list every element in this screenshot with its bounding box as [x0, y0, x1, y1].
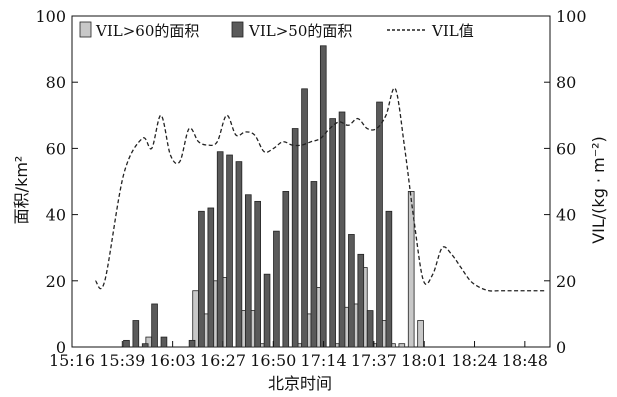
bar-vil-gt-50	[188, 339, 196, 348]
bar-vil-gt-60	[407, 191, 415, 348]
x-tick-label: 16:03	[150, 351, 196, 370]
bar-vil-gt-50	[132, 320, 140, 348]
legend-label-vil-line: VIL值	[431, 22, 474, 40]
y-axis-left: 0 20 40 60 80 100	[35, 7, 78, 357]
x-tick-label: 18:24	[451, 351, 497, 370]
bar-vil-gt-50	[263, 273, 271, 348]
bar-vil-gt-60	[398, 343, 406, 348]
bar-vil-gt-50	[198, 210, 205, 348]
bar-vil-gt-50	[160, 336, 168, 348]
bar-vil-gt-50	[282, 191, 290, 348]
bars-vil-gt-50	[123, 45, 393, 348]
bar-vil-gt-50	[357, 253, 365, 348]
bar-vil-gt-50	[123, 339, 130, 348]
bar-vil-gt-50	[244, 194, 252, 348]
x-tick-label: 18:01	[401, 351, 447, 370]
x-tick-label: 18:48	[502, 351, 548, 370]
bar-vil-gt-50	[301, 88, 308, 348]
bar-vil-gt-50	[376, 101, 383, 348]
x-tick-label: 16:27	[200, 351, 246, 370]
x-tick-label: 17:37	[351, 351, 397, 370]
bar-vil-gt-50	[329, 118, 336, 348]
bar-vil-gt-60	[192, 290, 199, 348]
y-axis-title-right: VIL/(kg · m⁻²)	[589, 136, 608, 244]
bar-vil-gt-50	[235, 161, 243, 348]
bar-vil-gt-50	[385, 210, 393, 348]
bar-vil-gt-60	[417, 320, 424, 348]
bar-vil-gt-50	[310, 181, 318, 348]
bar-vil-gt-50	[338, 111, 346, 348]
y-tick-label-left: 40	[46, 206, 66, 225]
bar-vil-gt-50	[141, 343, 149, 348]
y-tick-label-right: 100	[556, 7, 587, 26]
x-tick-label: 17:14	[301, 351, 347, 370]
bar-vil-gt-50	[366, 310, 374, 348]
bars-vil-gt-60	[145, 191, 424, 348]
legend-label-vil-gt-50: VIL>50的面积	[248, 22, 352, 40]
bar-vil-gt-50	[291, 128, 299, 348]
vil-line	[94, 87, 546, 292]
bar-vil-gt-50	[319, 45, 327, 348]
y-tick-label-left: 60	[46, 139, 66, 158]
y-tick-label-right: 80	[556, 73, 576, 92]
bar-vil-gt-50	[254, 200, 261, 348]
legend-swatch-vil-gt-50	[231, 21, 244, 38]
x-axis: 15:16 15:39 16:03 16:27 16:50 17:14 17:37 18:01…	[49, 341, 548, 370]
y-tick-label-right: 0	[556, 338, 566, 357]
y-tick-label-left: 80	[46, 73, 66, 92]
legend-swatch-vil-gt-60	[79, 21, 92, 38]
bar-vil-gt-50	[216, 151, 224, 348]
y-tick-label-right: 20	[556, 272, 576, 291]
x-axis-title: 北京时间	[268, 374, 332, 393]
y-axis-title-left: 面积/km²	[12, 156, 31, 225]
x-tick-label: 15:16	[49, 351, 95, 370]
bar-vil-gt-50	[151, 303, 158, 348]
legend-label-vil-gt-60: VIL>60的面积	[95, 22, 199, 40]
vil-line-path	[94, 87, 546, 292]
legend: VIL>60的面积 VIL>50的面积 VIL值	[79, 21, 474, 40]
bar-vil-gt-50	[207, 207, 215, 348]
bar-vil-gt-50	[348, 234, 355, 348]
x-tick-label: 16:50	[250, 351, 296, 370]
y-tick-label-left: 20	[46, 272, 66, 291]
y-axis-right: 0 20 40 60 80 100	[544, 7, 587, 357]
y-tick-label-left: 0	[56, 338, 66, 357]
bar-vil-gt-50	[226, 154, 233, 348]
y-tick-label-left: 100	[35, 7, 66, 26]
y-tick-label-right: 60	[556, 139, 576, 158]
x-tick-label: 15:39	[99, 351, 145, 370]
bar-vil-gt-50	[273, 230, 280, 348]
y-tick-label-right: 40	[556, 206, 576, 225]
